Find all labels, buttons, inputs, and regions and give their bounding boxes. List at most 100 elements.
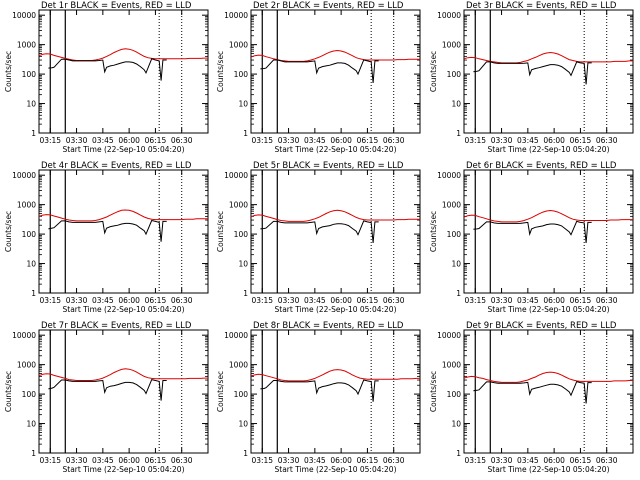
plot-frame [38,329,209,454]
panel-5: Det 5r BLACK = Events, RED = LLD10000100… [216,161,421,314]
x-tick-label: 03:15 [251,296,273,305]
y-tick-label: 100 [447,230,462,239]
events-rate-line [48,219,167,242]
panel-6: Det 6r BLACK = Events, RED = LLD10000100… [429,161,634,314]
y-tick-label: 10000 [224,171,248,180]
x-tick-label: 03:15 [251,456,273,465]
x-tick-label: 03:15 [39,296,61,305]
x-axis-label: Start Time (22-Sep-10 05:04:20) [275,145,397,154]
x-tick-label: 06:00 [330,296,352,305]
panel-2: Det 2r BLACK = Events, RED = LLD10000100… [216,1,421,154]
panel-3: Det 3r BLACK = Events, RED = LLD 10000 100… [429,1,634,154]
y-tick-label: 10000 [12,11,36,20]
x-axis-label: Start Time (22-Sep-10 05:04:20) [488,465,610,474]
x-axis-label: Start Time (22-Sep-10 05:04:20) [63,305,185,314]
plot-frame [463,329,634,454]
y-tick-label: 10000 [437,331,461,340]
x-axis-label: Start Time (22-Sep-10 05:04:20) [275,465,397,474]
y-tick-label: 1000 [17,201,36,210]
panel-4: Det 4r BLACK = Events, RED = LLD10000100… [4,161,209,314]
plot-frame [250,169,421,294]
x-tick-label: 06:30 [383,296,405,305]
y-tick-label: 1000 [17,361,36,370]
x-tick-label: 06:15 [145,296,167,305]
x-tick-label: 03:45 [92,136,114,145]
y-tick-label: 100 [234,390,249,399]
lld-rate-line [463,209,633,223]
panel-7: Det 7r BLACK = Events, RED = LLD10000100… [4,321,209,474]
x-tick-label: 03:45 [304,456,326,465]
events-rate-line [48,379,167,401]
y-tick-label: 10000 [224,11,248,20]
events-rate-line [260,59,379,84]
x-tick-label: 06:00 [118,456,140,465]
x-tick-label: 03:30 [66,296,88,305]
x-tick-label: 06:30 [383,456,405,465]
x-tick-label: 06:00 [330,136,352,145]
x-tick-label: 03:15 [39,136,61,145]
events-rate-line [260,379,379,402]
x-tick-label: 06:15 [357,456,379,465]
y-tick-label: 1 [31,129,36,138]
y-tick-label: 10000 [12,331,36,340]
x-tick-label: 06:00 [118,136,140,145]
y-axis-label: Counts/sec [4,51,13,92]
x-tick-label: 06:15 [145,136,167,145]
y-axis-label: Counts/sec [429,51,438,92]
x-tick-label: 03:15 [464,296,486,305]
y-tick-label: 10 [451,260,461,269]
panel-title: Det 8r BLACK = Events, RED = LLD [253,321,404,331]
plot-frame [250,9,421,134]
y-tick-label: 10 [451,420,461,429]
x-tick-label: 03:45 [517,456,539,465]
x-tick-label: 06:00 [543,136,565,145]
x-tick-label: 03:30 [278,456,300,465]
x-tick-label: 06:00 [118,296,140,305]
panel-title: Det 3r BLACK = Events, RED = LLD [466,1,617,11]
y-tick-label: 1 [456,449,461,458]
x-tick-label: 03:30 [66,456,88,465]
y-tick-label: 10 [26,420,36,429]
lld-rate-line [250,209,420,222]
x-tick-label: 06:30 [171,296,193,305]
x-tick-label: 03:15 [464,136,486,145]
x-axis-label: Start Time (22-Sep-10 05:04:20) [488,305,610,314]
events-rate-line [260,220,379,244]
y-tick-label: 1000 [442,41,461,50]
x-tick-label: 03:30 [66,136,88,145]
y-tick-label: 100 [22,390,37,399]
x-axis-label: Start Time (22-Sep-10 05:04:20) [488,145,610,154]
y-tick-label: 10000 [224,331,248,340]
x-tick-label: 06:15 [570,136,592,145]
y-tick-label: 10000 [437,11,461,20]
y-tick-label: 1 [243,129,248,138]
panel-title: Det 1r BLACK = Events, RED = LLD [41,1,192,11]
x-tick-label: 03:30 [278,296,300,305]
panel-1: Det 1r BLACK = Events, RED = LLD10000100… [4,1,209,154]
lld-rate-line [38,48,208,61]
x-tick-label: 06:15 [570,456,592,465]
y-axis-label: Counts/sec [429,371,438,412]
y-tick-label: 100 [447,70,462,79]
lld-rate-line [38,209,208,222]
y-tick-label: 100 [22,230,37,239]
y-axis-label: Counts/sec [4,211,13,252]
x-tick-label: 06:30 [383,136,405,145]
x-tick-label: 03:45 [304,296,326,305]
y-tick-label: 10000 [437,171,461,180]
y-axis-label: Counts/sec [216,371,225,412]
x-tick-label: 03:45 [517,136,539,145]
lld-rate-line [463,371,633,383]
x-tick-label: 06:00 [330,456,352,465]
x-tick-label: 06:30 [596,296,618,305]
x-tick-label: 06:30 [596,456,618,465]
y-tick-label: 100 [234,230,249,239]
plot-frame [463,9,634,134]
plot-frame [38,169,209,294]
y-tick-label: 1000 [229,361,248,370]
x-axis-label: Start Time (22-Sep-10 05:04:20) [63,465,185,474]
y-tick-label: 10000 [12,171,36,180]
x-tick-label: 03:30 [491,456,513,465]
plot-frame [463,169,634,294]
y-axis-label: Counts/sec [429,211,438,252]
